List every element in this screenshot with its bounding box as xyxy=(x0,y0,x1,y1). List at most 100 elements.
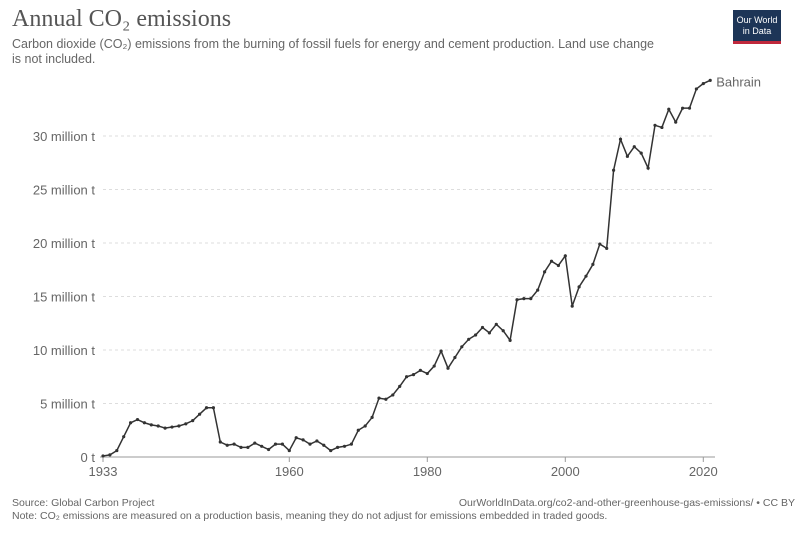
data-point xyxy=(156,424,160,428)
data-point xyxy=(287,448,291,453)
data-point xyxy=(556,263,561,268)
data-point xyxy=(122,435,126,439)
data-point xyxy=(646,166,650,170)
chart-subtitle: Carbon dioxide (CO₂) emissions from the … xyxy=(12,37,655,66)
data-point xyxy=(336,445,340,449)
data-point xyxy=(501,329,505,333)
data-point xyxy=(522,297,526,301)
data-point xyxy=(239,445,243,449)
data-point xyxy=(687,106,692,110)
chart-title: Annual CO₂ emissions xyxy=(12,6,232,32)
data-point xyxy=(391,393,395,397)
data-point xyxy=(515,298,519,302)
data-point xyxy=(674,120,678,124)
data-point xyxy=(218,440,222,444)
data-point xyxy=(211,406,215,410)
data-point xyxy=(625,154,630,158)
data-point xyxy=(563,254,567,258)
data-point xyxy=(446,366,450,370)
data-point xyxy=(618,137,623,141)
data-point xyxy=(370,415,374,420)
data-point xyxy=(549,259,554,263)
y-tick-label: 25 million t xyxy=(33,183,96,198)
data-point xyxy=(487,331,491,335)
x-tick-label: 1960 xyxy=(275,464,304,479)
data-point xyxy=(425,371,429,376)
data-point xyxy=(460,345,464,349)
data-point xyxy=(536,288,540,292)
data-point xyxy=(494,322,498,326)
y-tick-label: 10 million t xyxy=(33,343,96,358)
data-point xyxy=(584,274,588,278)
data-point xyxy=(384,397,388,401)
data-point xyxy=(232,442,236,446)
data-point xyxy=(280,442,284,446)
data-point xyxy=(363,424,367,428)
data-point xyxy=(308,442,312,446)
data-point xyxy=(708,78,712,82)
data-point xyxy=(163,426,167,430)
data-point xyxy=(349,442,353,446)
data-point xyxy=(411,373,416,377)
data-point xyxy=(632,145,636,149)
data-point xyxy=(667,107,671,111)
data-point xyxy=(267,447,271,452)
data-point xyxy=(474,333,478,337)
data-point xyxy=(294,436,298,440)
data-point xyxy=(177,424,181,428)
data-point xyxy=(342,444,347,448)
x-tick-label: 1933 xyxy=(89,464,118,479)
data-point xyxy=(612,168,616,172)
data-point xyxy=(439,349,443,353)
data-point xyxy=(453,355,457,360)
data-point xyxy=(170,425,174,429)
data-point xyxy=(246,445,250,449)
source-url-link[interactable]: OurWorldInData.org/co2-and-other-greenho… xyxy=(458,497,795,509)
y-tick-label: 5 million t xyxy=(40,397,95,412)
data-point xyxy=(529,297,533,301)
series-line-bahrain xyxy=(102,79,711,457)
data-point xyxy=(467,337,471,341)
data-point xyxy=(701,81,705,86)
data-point xyxy=(653,123,657,127)
data-point xyxy=(225,443,229,447)
data-point xyxy=(149,423,153,427)
y-tick-label: 20 million t xyxy=(33,236,96,251)
data-point xyxy=(301,438,305,442)
data-point xyxy=(570,304,574,308)
data-point xyxy=(398,384,402,388)
data-point xyxy=(315,439,319,443)
data-point xyxy=(405,375,409,379)
data-point xyxy=(356,428,360,432)
x-tick-label: 1980 xyxy=(413,464,442,479)
owid-logo[interactable]: Our World in Data xyxy=(733,10,781,44)
data-point xyxy=(543,270,547,274)
note-text: Note: CO₂ emissions are measured on a pr… xyxy=(12,510,608,522)
data-point xyxy=(322,443,326,447)
y-tick-label: 30 million t xyxy=(33,129,96,144)
x-tick-label: 2020 xyxy=(689,464,718,479)
y-tick-label: 0 t xyxy=(81,450,96,465)
data-point xyxy=(129,421,133,425)
source-text: Source: Global Carbon Project xyxy=(12,497,155,509)
data-point xyxy=(184,422,188,426)
data-point xyxy=(115,448,119,453)
data-point xyxy=(135,417,140,422)
data-point xyxy=(253,441,257,445)
data-point xyxy=(273,442,278,446)
y-tick-label: 15 million t xyxy=(33,290,96,305)
data-point xyxy=(198,412,202,416)
data-point xyxy=(480,325,485,330)
data-point xyxy=(260,444,264,448)
data-point xyxy=(101,454,105,458)
data-point xyxy=(605,246,609,250)
data-point xyxy=(142,421,146,425)
data-point xyxy=(508,338,512,342)
data-point xyxy=(329,448,333,453)
data-point xyxy=(418,368,422,372)
series-label-bahrain: Bahrain xyxy=(716,74,761,89)
data-point xyxy=(598,242,602,246)
data-point xyxy=(377,396,381,400)
